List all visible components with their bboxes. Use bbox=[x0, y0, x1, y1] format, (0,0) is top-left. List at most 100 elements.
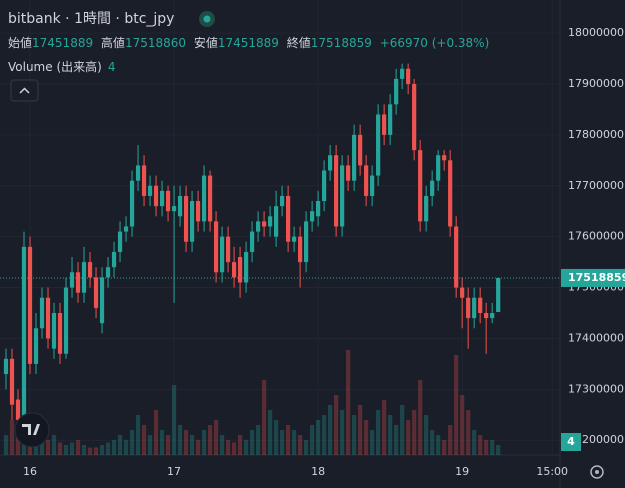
candle-body bbox=[400, 68, 405, 79]
candle-body bbox=[177, 195, 183, 217]
candle-body bbox=[159, 190, 165, 207]
candle-body bbox=[207, 175, 213, 222]
x-tick-label: 17 bbox=[167, 465, 181, 478]
volume-bar bbox=[129, 430, 135, 455]
volume-bar bbox=[436, 435, 441, 455]
volume-bar bbox=[448, 425, 453, 455]
volume-bar bbox=[334, 395, 339, 455]
plot-area bbox=[0, 63, 560, 455]
candle-body bbox=[466, 297, 471, 319]
volume-bar bbox=[189, 435, 195, 455]
volume-bar bbox=[39, 442, 45, 455]
volume-bar bbox=[358, 405, 363, 455]
volume-bar bbox=[255, 425, 261, 455]
volume-bar bbox=[57, 442, 63, 455]
volume-bar bbox=[424, 415, 429, 455]
x-tick-label: 16 bbox=[23, 465, 37, 478]
candle-body bbox=[454, 226, 459, 288]
volume-bar bbox=[243, 440, 249, 455]
candle-body bbox=[292, 236, 297, 242]
volume-bar bbox=[219, 435, 225, 455]
settings-icon[interactable] bbox=[590, 465, 604, 479]
candle-body bbox=[183, 195, 189, 242]
y-tick-label: 17600000 bbox=[568, 230, 624, 243]
candle-body bbox=[63, 287, 69, 354]
collapse-button[interactable] bbox=[10, 79, 39, 102]
candle-body bbox=[328, 155, 333, 171]
candle-body bbox=[171, 206, 177, 212]
volume-bar bbox=[370, 430, 375, 455]
candle-body bbox=[225, 236, 231, 263]
volume-bar bbox=[81, 445, 87, 455]
candle-body bbox=[430, 180, 435, 196]
tv-logo[interactable] bbox=[14, 412, 50, 448]
candle-body bbox=[448, 160, 453, 227]
candle-body bbox=[93, 277, 99, 308]
candle-body bbox=[201, 175, 207, 222]
close-label: 終値 bbox=[287, 35, 311, 50]
candle-body bbox=[21, 246, 27, 420]
candle-body bbox=[406, 68, 411, 84]
candle-body bbox=[51, 313, 57, 349]
candle-body bbox=[382, 114, 387, 135]
volume-bar bbox=[237, 435, 243, 455]
candle-body bbox=[237, 257, 243, 283]
candle-body bbox=[472, 297, 477, 319]
volume-bar bbox=[207, 425, 213, 455]
candle-body bbox=[267, 216, 273, 227]
volume-bar bbox=[141, 425, 147, 455]
last-price-label: 17518859 bbox=[568, 271, 625, 284]
last-price-box bbox=[561, 268, 625, 287]
tv-logo-mark bbox=[22, 424, 40, 435]
candle-body bbox=[243, 251, 249, 283]
volume-bar bbox=[123, 440, 129, 455]
candle-body bbox=[286, 195, 291, 242]
volume-bar bbox=[273, 420, 279, 455]
volume-bar bbox=[412, 410, 417, 455]
last-volume-label: 4 bbox=[567, 435, 575, 448]
candle-body bbox=[298, 236, 303, 263]
volume-bar bbox=[231, 442, 237, 455]
volume-bar bbox=[87, 447, 93, 455]
candle-body bbox=[334, 155, 339, 227]
candle-body bbox=[280, 195, 285, 207]
visibility-dot bbox=[203, 15, 211, 23]
candle-body bbox=[45, 297, 51, 339]
volume-bar bbox=[406, 420, 411, 455]
volume-bar bbox=[346, 350, 351, 455]
volume-bar bbox=[418, 380, 423, 455]
volume-label: Volume (出来高) 4 bbox=[8, 59, 115, 74]
candle-body bbox=[346, 165, 351, 181]
candle-body bbox=[249, 231, 255, 252]
candle-body bbox=[442, 155, 447, 161]
volume-bar bbox=[267, 410, 273, 455]
candle-body bbox=[117, 231, 123, 252]
volume-bar bbox=[430, 430, 435, 455]
candle-body bbox=[195, 201, 201, 222]
volume-bar bbox=[171, 385, 177, 455]
high-label: 高値 bbox=[101, 35, 125, 50]
volume-bar bbox=[490, 440, 495, 455]
last-volume-box bbox=[561, 433, 581, 451]
volume-bar bbox=[3, 435, 9, 455]
volume-bar bbox=[177, 425, 183, 455]
volume-bar bbox=[394, 425, 399, 455]
volume-bar bbox=[213, 420, 219, 455]
candle-body bbox=[496, 277, 501, 313]
volume-bar bbox=[442, 440, 447, 455]
y-tick-label: 17700000 bbox=[568, 179, 624, 192]
volume-bar bbox=[376, 410, 381, 455]
volume-bar bbox=[286, 425, 291, 455]
change-value: +66970 (+0.38%) bbox=[380, 36, 490, 50]
volume-bar bbox=[496, 445, 501, 455]
candle-body bbox=[129, 180, 135, 227]
volume-bar bbox=[322, 415, 327, 455]
candle-body bbox=[358, 134, 363, 166]
candle-body bbox=[213, 221, 219, 273]
volume-bar bbox=[99, 445, 105, 455]
volume-bar bbox=[388, 415, 393, 455]
x-tick-label: 15:00 bbox=[536, 465, 568, 478]
candle-body bbox=[189, 201, 195, 242]
